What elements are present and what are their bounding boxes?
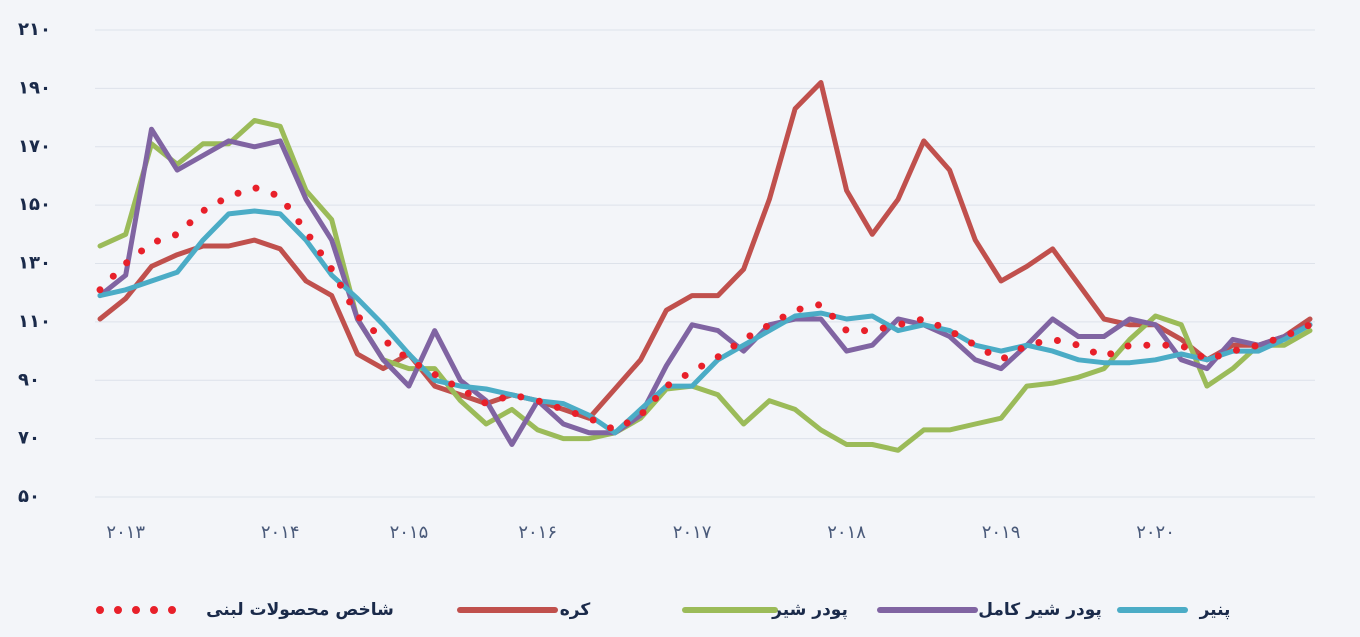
y-tick-label: ۵۰ xyxy=(18,486,40,507)
y-tick-label: ۱۳۰ xyxy=(18,253,51,274)
dotted-line xyxy=(96,184,1314,434)
x-tick-label: ۲۰۲۰ xyxy=(1136,522,1175,543)
x-tick-label: ۲۰۱۶ xyxy=(518,522,557,543)
x-tick-label: ۲۰۱۵ xyxy=(390,522,429,543)
line xyxy=(97,208,1313,436)
line xyxy=(97,126,1313,447)
legend-label: کره xyxy=(560,600,591,620)
y-tick-label: ۲۱۰ xyxy=(18,19,51,40)
y-tick-label: ۱۷۰ xyxy=(18,136,51,157)
legend-label: شاخص محصولات لبنی xyxy=(206,600,394,620)
y-tick-label: ۹۰ xyxy=(18,369,40,390)
legend-label: پودر شیر xyxy=(771,600,848,620)
y-tick-label: ۷۰ xyxy=(18,428,40,449)
x-tick-label: ۲۰۱۹ xyxy=(982,522,1021,543)
y-tick-label: ۱۵۰ xyxy=(18,194,51,215)
x-tick-label: ۲۰۱۸ xyxy=(827,522,866,543)
y-tick-label: ۱۱۰ xyxy=(18,311,51,332)
x-tick-label: ۲۰۱۴ xyxy=(261,522,300,543)
x-tick-label: ۲۰۱۷ xyxy=(673,522,712,543)
y-tick-label: ۱۹۰ xyxy=(18,77,51,98)
legend-label: پنیر xyxy=(1199,600,1231,620)
x-tick-label: ۲۰۱۳ xyxy=(106,522,145,543)
legend-label: پودر شیر کامل xyxy=(978,600,1102,620)
line xyxy=(97,80,1313,421)
